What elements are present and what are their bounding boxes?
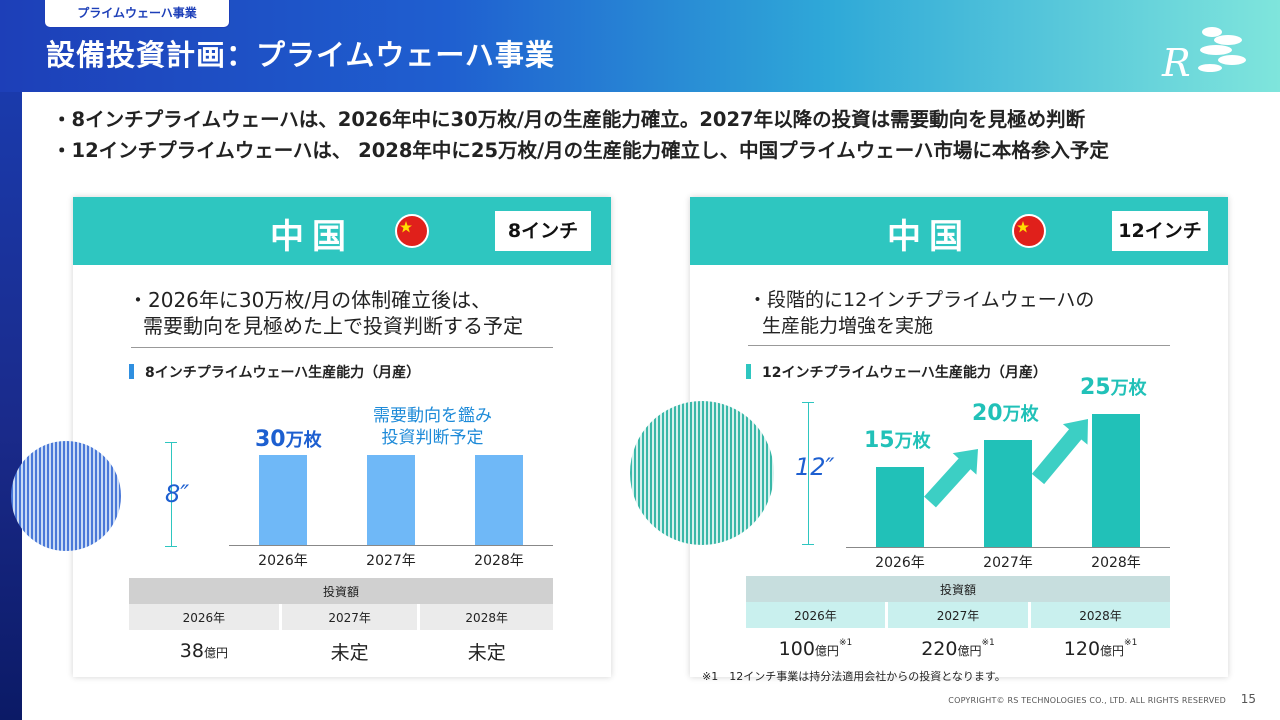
panel-header: 中国 8インチ — [73, 197, 611, 265]
x-tick-label: 2027年 — [366, 553, 416, 569]
chart-bar — [984, 440, 1032, 547]
table-year: 2026年 — [129, 604, 282, 630]
divider — [748, 345, 1170, 346]
left-accent-bar — [0, 0, 22, 720]
chart-baseline — [846, 547, 1170, 548]
bar-value-label: 30万枚 — [255, 427, 322, 452]
panel-desc-line1: ・2026年に30万枚/月の体制確立後は、 — [128, 288, 492, 312]
table-value: 120億円※1 — [1063, 638, 1138, 660]
note-line2: 投資判断予定 — [381, 428, 484, 448]
chart-bar — [1092, 413, 1140, 547]
chart-label-12inch: 12インチプライムウェーハ生産能力（月産） — [746, 362, 1047, 382]
growth-arrows-icon — [924, 419, 1088, 508]
note-line1: 需要動向を鑑み — [373, 406, 492, 426]
dimension-line — [171, 442, 172, 547]
x-tick-label: 2027年 — [983, 555, 1033, 571]
table-value: 38億円 — [129, 630, 282, 672]
dimension-tick — [165, 546, 177, 547]
table-year: 2028年 — [418, 604, 553, 630]
bar-value-label: 15万枚 — [864, 428, 931, 453]
chart-bar — [367, 455, 415, 545]
chart-bar — [475, 455, 523, 545]
wafer-dimension-label: 8″ — [165, 480, 190, 508]
chart-label-8inch: 8インチプライムウェーハ生産能力（月産） — [128, 362, 420, 382]
header-banner: プライムウェーハ事業 設備投資計画：プライムウェーハ事業 R — [0, 0, 1280, 92]
dimension-tick — [802, 402, 814, 403]
table-year: 2026年 — [746, 602, 888, 628]
panel-8inch: 中国 8インチ ・2026年に30万枚/月の体制確立後は、 需要動向を見極めた上… — [11, 197, 611, 677]
chart-bar — [259, 455, 307, 545]
table-value: 未定 — [467, 641, 506, 664]
page-title: 設備投資計画：プライムウェーハ事業 — [46, 38, 555, 72]
bar-value-label: 25万枚 — [1080, 374, 1147, 400]
table-value: 100億円※1 — [746, 628, 888, 670]
investment-table: 投資額 2026年 2027年 2028年 100億円※1 220億円※1 12… — [746, 576, 1170, 670]
table-value: 220億円※1 — [886, 628, 1032, 670]
china-flag-icon — [1012, 214, 1046, 248]
wafer-dimension-label: 12″ — [795, 453, 835, 481]
logo-letter: R — [1161, 41, 1191, 82]
company-logo: R — [1161, 27, 1246, 82]
dimension-line — [808, 402, 809, 545]
table-header: 投資額 — [129, 578, 553, 604]
dimension-tick — [165, 442, 177, 443]
footnote: ※1 12インチ事業は持分法適用会社からの投資となります。 — [702, 670, 1006, 683]
growth-arrow — [1031, 419, 1088, 485]
table-year: 2027年 — [280, 604, 421, 630]
divider — [131, 347, 553, 348]
page-number: 15 — [1240, 692, 1256, 706]
x-tick-label: 2028年 — [1091, 555, 1141, 571]
copyright: COPYRIGHT© RS TECHNOLOGIES CO., LTD. ALL… — [948, 696, 1226, 705]
x-tick-label: 2028年 — [474, 553, 524, 569]
panel-header: 中国 12インチ — [690, 197, 1228, 265]
investment-table: 投資額 2026年 2027年 2028年 38億円 未定 未定 — [129, 578, 553, 672]
table-year: 2028年 — [1029, 602, 1170, 628]
panel-12inch: 中国 12インチ ・段階的に12インチプライムウェーハの 生産能力増強を実施 1… — [630, 197, 1228, 677]
china-flag-icon — [395, 214, 429, 248]
bar-value-label: 20万枚 — [972, 401, 1039, 427]
panel-desc-line2: 生産能力増強を実施 — [762, 315, 934, 337]
chart-bar — [876, 467, 924, 547]
chart-baseline — [229, 545, 553, 546]
panel-desc-line1: ・段階的に12インチプライムウェーハの — [748, 289, 1095, 311]
wafer-8inch-icon — [11, 441, 121, 551]
table-value: 未定 — [280, 630, 421, 672]
bullet-8inch: ・8インチプライムウェーハは、2026年中に30万枚/月の生産能力確立。2027… — [52, 108, 1086, 131]
bullet-12inch: ・12インチプライムウェーハは、 2028年中に25万枚/月の生産能力確立し、中… — [52, 139, 1109, 162]
size-tag-12inch: 12インチ — [1110, 209, 1210, 253]
section-tag: プライムウェーハ事業 — [44, 0, 230, 28]
table-header: 投資額 — [746, 576, 1170, 602]
investment-note: 需要動向を鑑み 投資判断予定 — [373, 405, 492, 449]
x-tick-label: 2026年 — [258, 553, 308, 569]
panel-desc-line2: 需要動向を見極めた上で投資判断する予定 — [143, 314, 523, 338]
summary-bullets: ・8インチプライムウェーハは、2026年中に30万枚/月の生産能力確立。2027… — [52, 104, 1109, 166]
size-tag-8inch: 8インチ — [493, 209, 593, 253]
table-year: 2027年 — [886, 602, 1032, 628]
country-label: 中国 — [270, 217, 354, 257]
country-label: 中国 — [887, 217, 971, 257]
growth-arrow — [924, 449, 978, 508]
dimension-tick — [802, 544, 814, 545]
x-tick-label: 2026年 — [875, 555, 925, 571]
wafer-12inch-icon — [630, 401, 774, 545]
